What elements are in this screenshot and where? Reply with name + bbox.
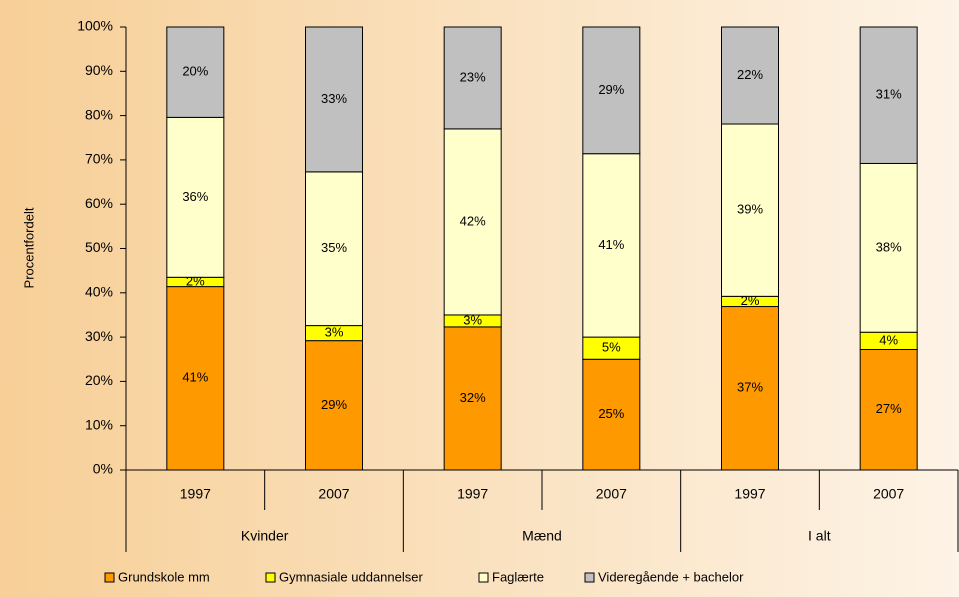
legend-swatch [265,572,276,583]
bar-segment [305,26,363,173]
bar-segment [582,358,641,471]
y-tick-label: 50% [85,239,113,255]
bar-segment [305,340,363,471]
bar-segment [166,116,225,278]
value-label: 42% [460,213,486,228]
legend-label: Videregående + bachelor [598,569,744,584]
bar-segment [443,26,502,130]
x-tick-label: 1997 [180,486,211,502]
value-label: 5% [602,340,621,355]
value-label: 31% [876,87,902,102]
value-label: 3% [463,312,482,327]
legend-label: Grundskole mm [118,569,210,584]
group-label: Kvinder [241,528,289,544]
bar-segment [166,26,225,118]
group-label: I alt [808,528,831,544]
value-label: 33% [321,91,347,106]
x-tick-label: 1997 [734,486,765,502]
y-tick-label: 90% [85,62,113,78]
value-label: 23% [460,69,486,84]
value-label: 22% [737,67,763,82]
bar-segment [859,349,918,471]
y-tick-label: 20% [85,372,113,388]
value-label: 37% [737,380,763,395]
bar-segment [582,153,641,338]
value-label: 39% [737,202,763,217]
y-tick-label: 60% [85,195,113,211]
value-label: 20% [182,64,208,79]
legend-label: Faglærte [492,569,544,584]
y-tick-label: 10% [85,416,113,432]
bar-segment [859,162,918,333]
y-tick-label: 70% [85,151,113,167]
value-label: 25% [598,406,624,421]
bar-segment [443,326,502,471]
bar-segment [721,26,779,125]
y-tick-label: 40% [85,284,113,300]
bar-segment [443,128,502,316]
x-tick-label: 2007 [596,486,627,502]
y-tick-label: 0% [93,461,113,477]
y-tick-label: 100% [77,18,113,34]
bar-segment [721,123,779,297]
legend-swatch [104,572,115,583]
y-axis-label: Procentfordelt [21,207,36,288]
bar-segment [582,26,641,155]
y-tick-label: 80% [85,106,113,122]
value-label: 3% [325,325,344,340]
bar-segment [859,26,918,164]
legend-swatch [478,572,489,583]
bar-segment [166,286,225,471]
value-label: 27% [876,401,902,416]
value-label: 41% [182,370,208,385]
bar-segment [721,306,779,471]
value-label: 36% [182,189,208,204]
value-label: 32% [460,390,486,405]
value-label: 29% [321,397,347,412]
x-tick-label: 2007 [318,486,349,502]
legend-label: Gymnasiale uddannelser [279,569,423,584]
y-tick-label: 30% [85,328,113,344]
value-label: 35% [321,240,347,255]
legend-swatch [584,572,595,583]
group-label: Mænd [522,528,562,544]
value-label: 41% [598,237,624,252]
value-label: 29% [598,82,624,97]
value-label: 38% [876,239,902,254]
value-label: 4% [879,332,898,347]
x-tick-label: 2007 [873,486,904,502]
x-tick-label: 1997 [457,486,488,502]
